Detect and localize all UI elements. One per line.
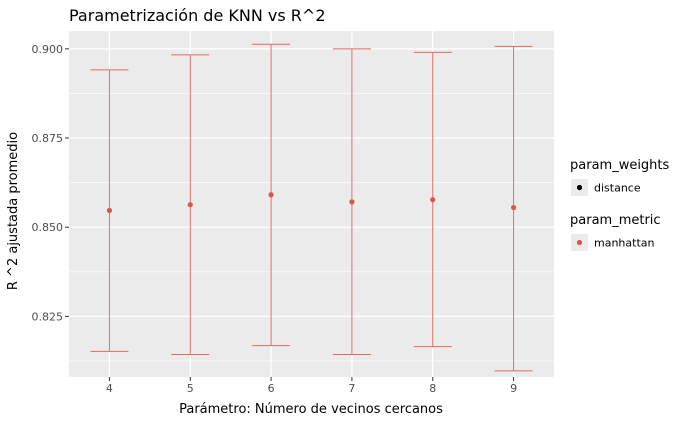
x-tick-label: 9 <box>510 382 517 395</box>
x-tick-label: 8 <box>429 382 436 395</box>
errorbar-6 <box>252 43 291 347</box>
x-tick-label: 7 <box>348 382 355 395</box>
data-point <box>106 207 113 214</box>
y-tick-label: 0.900 <box>32 43 64 56</box>
data-point <box>268 192 274 198</box>
legend-group: param_metric manhattan <box>570 213 661 251</box>
x-axis-title: Parámetro: Número de vecinos cercanos <box>179 402 443 417</box>
y-axis-title: R ^2 ajustada promedio <box>6 132 21 290</box>
errorbar-7 <box>332 48 371 356</box>
errorbar-4 <box>90 69 129 352</box>
y-axis: 0.825 0.850 0.875 0.900 <box>32 43 69 323</box>
x-tick-label: 4 <box>106 382 113 395</box>
data-layer <box>90 43 533 372</box>
y-tick-label: 0.825 <box>32 310 64 323</box>
chart-title: Parametrización de KNN vs R^2 <box>69 6 326 25</box>
legend-label: manhattan <box>594 237 655 250</box>
legend-group: param_weights distance <box>570 158 670 196</box>
legend-key-point <box>576 184 583 191</box>
errorbar-5 <box>171 54 210 356</box>
legend-title: param_metric <box>570 213 661 228</box>
plot-panel <box>69 31 554 377</box>
legend: param_weights distance param_metricmanhatt… <box>570 158 670 251</box>
legend-label: distance <box>594 182 641 195</box>
x-tick-label: 5 <box>187 382 194 395</box>
x-tick-label: 6 <box>268 382 275 395</box>
data-point <box>430 197 436 203</box>
legend-title: param_weights <box>570 158 670 173</box>
data-point <box>510 204 517 211</box>
y-tick-label: 0.875 <box>32 132 64 145</box>
data-point <box>187 202 193 208</box>
data-point <box>349 199 355 205</box>
y-tick-label: 0.850 <box>32 221 64 234</box>
errorbar-8 <box>413 51 452 348</box>
legend-key-point <box>576 239 583 246</box>
x-axis: 4 5 6 7 8 9 <box>106 377 517 395</box>
errorbar-9 <box>494 45 533 372</box>
